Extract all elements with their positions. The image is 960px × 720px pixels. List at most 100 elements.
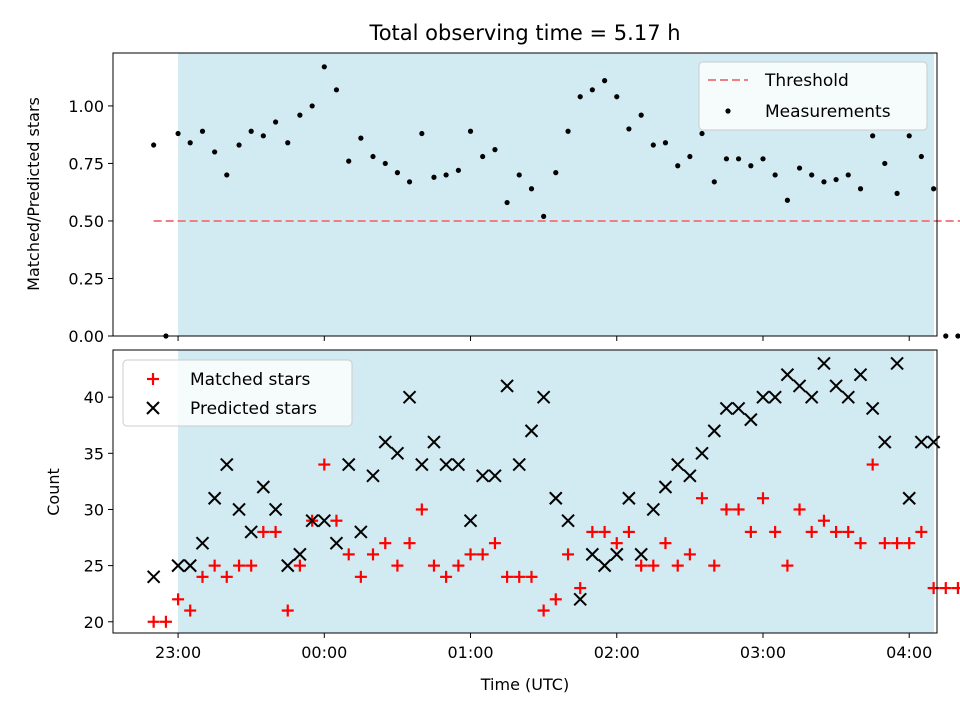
measurement-point <box>650 142 656 148</box>
matched-star-point <box>366 548 379 561</box>
predicted-star-stroke-b <box>256 480 271 494</box>
predicted-star-point <box>780 367 795 382</box>
matched-star-point <box>220 570 233 583</box>
predicted-star-stroke-b <box>475 469 490 483</box>
matched-star-point <box>744 525 757 538</box>
predicted-star-point <box>817 356 831 371</box>
predicted-star-point <box>475 469 490 483</box>
measurement-point <box>273 119 279 125</box>
matched-star-point <box>269 525 282 538</box>
predicted-star-stroke-b <box>451 457 466 472</box>
measurement-point <box>297 112 303 118</box>
predicted-star-point <box>488 469 502 483</box>
predicted-star-point <box>561 513 575 528</box>
legend-predicted-swatch <box>146 401 160 415</box>
measurement-point <box>151 142 157 148</box>
predicted-star-point <box>378 435 392 449</box>
measurement-point <box>382 160 388 167</box>
predicted-star-point <box>865 401 880 416</box>
measurement-point <box>699 130 705 137</box>
matched-star-point <box>525 570 538 583</box>
predicted-star-stroke-b <box>573 592 587 607</box>
matched-star-point <box>537 604 550 617</box>
matched-star-point <box>391 559 404 572</box>
predicted-star-stroke-b <box>366 469 380 483</box>
predicted-star-point <box>439 457 453 472</box>
predicted-star-point <box>671 457 685 472</box>
measurement-point <box>906 133 912 139</box>
matched-star-point <box>915 525 928 538</box>
legend-matched-swatch <box>147 373 159 385</box>
matched-star-point <box>245 559 258 572</box>
predicted-star-stroke-b <box>342 457 356 472</box>
predicted-star-point <box>366 469 380 483</box>
measurement-point <box>370 153 376 160</box>
predicted-star-point <box>573 592 587 607</box>
predicted-star-point <box>707 424 722 438</box>
legend-threshold-label: Threshold <box>764 71 849 91</box>
measurement-point <box>333 87 340 93</box>
predicted-star-stroke-b <box>183 558 197 573</box>
xtick-label: 04:00 <box>886 643 932 662</box>
measurement-point <box>870 133 876 139</box>
matched-star-point <box>732 503 745 516</box>
matched-star-point <box>452 559 465 572</box>
matched-star-point <box>403 537 416 550</box>
measurement-point <box>638 112 644 118</box>
measurement-point <box>467 128 474 134</box>
predicted-star-point <box>463 513 478 528</box>
matched-star-point <box>647 559 660 572</box>
measurement-point <box>504 199 510 206</box>
measurement-point <box>248 128 254 134</box>
predicted-star-stroke-b <box>268 502 283 517</box>
predicted-star-stroke-b <box>890 356 904 371</box>
predicted-star-point <box>683 469 697 483</box>
predicted-star-point <box>719 401 734 416</box>
predicted-star-stroke-b <box>853 367 868 382</box>
predicted-star-point <box>914 435 929 449</box>
predicted-star-stroke-b <box>597 558 612 573</box>
predicted-star-point <box>171 558 185 573</box>
matched-star-point <box>586 525 599 538</box>
predicted-star-stroke-b <box>683 469 697 483</box>
predicted-star-stroke-b <box>622 491 636 505</box>
matched-star-point <box>793 503 806 516</box>
matched-star-point <box>830 525 843 538</box>
bottom-x-ticks: 23:00 00:00 01:00 02:00 03:00 04:00 <box>155 633 932 662</box>
xtick-label: 01:00 <box>447 643 493 662</box>
bot-ytick-label: 40 <box>84 388 104 407</box>
measurement-point <box>711 179 717 185</box>
predicted-star-stroke-b <box>731 401 746 416</box>
matched-star-point <box>598 525 611 538</box>
predicted-star-point <box>342 457 356 472</box>
matched-star-point <box>147 615 160 628</box>
measurement-point <box>894 190 900 196</box>
predicted-star-stroke-b <box>707 424 722 438</box>
predicted-star-stroke-b <box>293 547 307 562</box>
predicted-star-point <box>451 457 466 472</box>
predicted-star-stroke-b <box>171 558 185 573</box>
measurement-point <box>541 213 547 219</box>
top-ytick-label: 1.00 <box>68 97 104 116</box>
predicted-star-stroke-b <box>281 558 295 573</box>
predicted-star-point <box>512 457 526 472</box>
measurement-point <box>626 126 632 132</box>
top-legend-box <box>698 61 928 131</box>
measurement-point <box>455 167 461 173</box>
predicted-star-point <box>220 457 234 472</box>
predicted-star-stroke-b <box>524 424 539 438</box>
predicted-star-point <box>146 570 161 584</box>
matched-star-point <box>878 537 891 550</box>
predicted-star-point <box>281 558 295 573</box>
matched-star-point <box>184 604 197 617</box>
matched-star-point <box>756 492 769 505</box>
predicted-star-stroke-b <box>561 513 575 528</box>
matched-star-point <box>817 514 830 527</box>
predicted-star-point <box>427 435 441 449</box>
top-panel: 0.00 0.25 0.50 0.75 1.00 Matched/Predicted s… <box>24 52 960 346</box>
measurement-point <box>212 149 218 155</box>
measurement-point <box>480 153 486 160</box>
predicted-star-point <box>768 390 782 404</box>
measurement-point <box>723 156 730 162</box>
matched-star-point <box>696 492 709 505</box>
